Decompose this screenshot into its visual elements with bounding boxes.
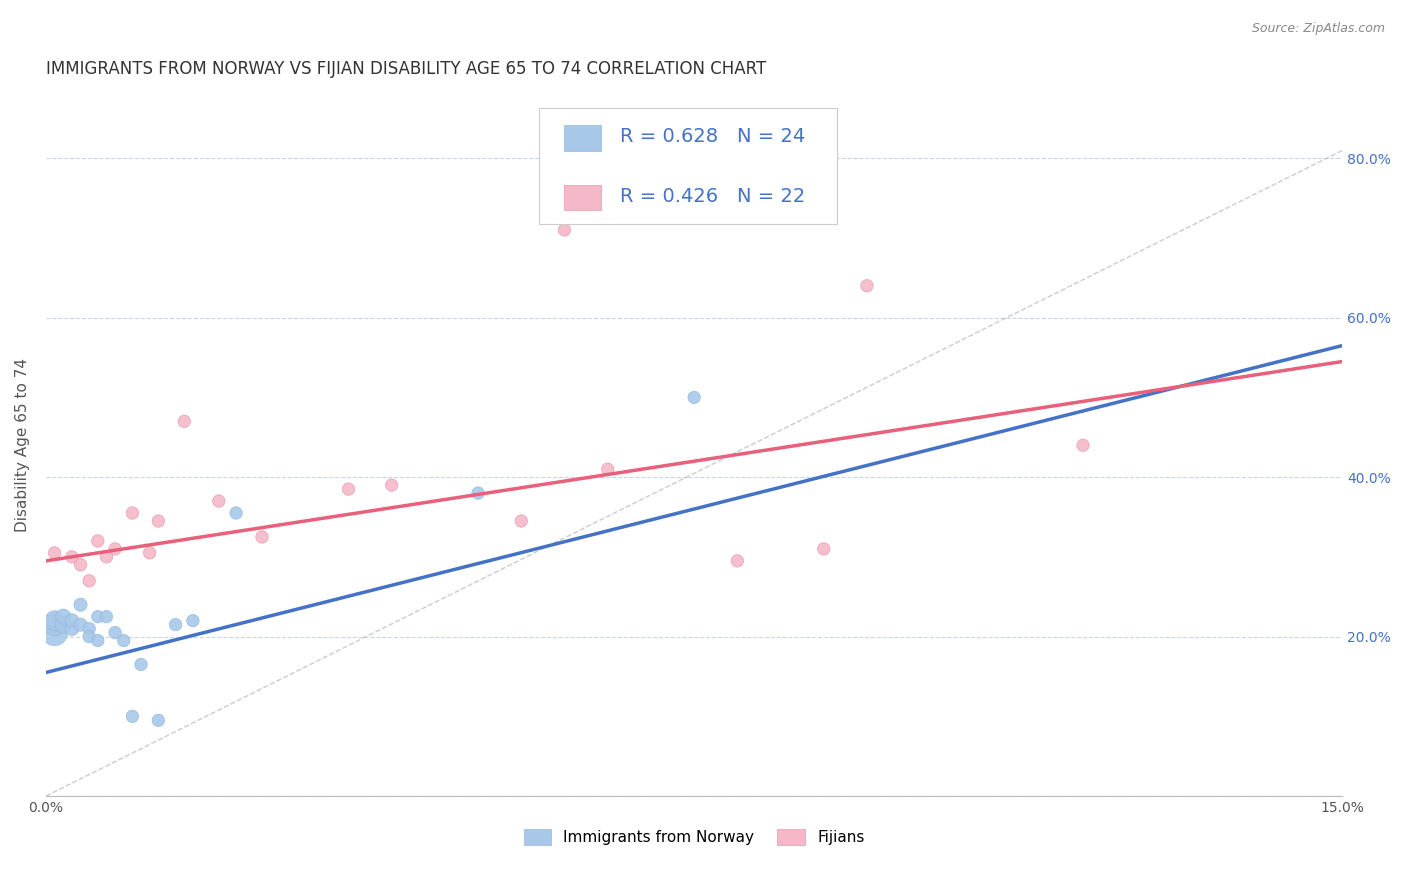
Text: N = 24: N = 24 — [737, 127, 806, 146]
Point — [44, 617, 66, 632]
FancyBboxPatch shape — [564, 125, 600, 151]
Point — [96, 549, 118, 564]
Point — [44, 625, 66, 640]
Text: R = 0.426: R = 0.426 — [620, 186, 718, 206]
Point — [69, 598, 91, 612]
Point — [69, 558, 91, 572]
FancyBboxPatch shape — [538, 109, 837, 224]
FancyBboxPatch shape — [564, 185, 600, 211]
Point — [60, 549, 83, 564]
Text: Source: ZipAtlas.com: Source: ZipAtlas.com — [1251, 22, 1385, 36]
Point — [173, 414, 195, 428]
Point — [725, 554, 748, 568]
Point — [121, 709, 143, 723]
Point — [60, 614, 83, 628]
Point — [510, 514, 533, 528]
Point — [112, 633, 135, 648]
Point — [104, 541, 127, 556]
Text: IMMIGRANTS FROM NORWAY VS FIJIAN DISABILITY AGE 65 TO 74 CORRELATION CHART: IMMIGRANTS FROM NORWAY VS FIJIAN DISABIL… — [46, 60, 766, 78]
Point — [121, 506, 143, 520]
Point — [856, 278, 879, 293]
Point — [208, 494, 231, 508]
Point — [44, 614, 66, 628]
Point — [467, 486, 489, 500]
Point — [381, 478, 404, 492]
Text: R = 0.628: R = 0.628 — [620, 127, 718, 146]
Point — [1071, 438, 1094, 452]
Point — [52, 609, 75, 624]
Point — [77, 630, 100, 644]
Point — [87, 609, 110, 624]
Point — [553, 223, 575, 237]
Point — [69, 617, 91, 632]
Point — [337, 482, 360, 496]
Point — [250, 530, 273, 544]
Point — [683, 391, 706, 405]
Point — [52, 617, 75, 632]
Point — [225, 506, 247, 520]
Point — [77, 622, 100, 636]
Point — [60, 622, 83, 636]
Point — [87, 633, 110, 648]
Point — [77, 574, 100, 588]
Text: N = 22: N = 22 — [737, 186, 806, 206]
Point — [813, 541, 835, 556]
Point — [148, 514, 170, 528]
Point — [148, 714, 170, 728]
Point — [44, 546, 66, 560]
Point — [87, 533, 110, 548]
Point — [129, 657, 152, 672]
Point — [181, 614, 204, 628]
Point — [596, 462, 619, 476]
Point — [138, 546, 160, 560]
Point — [104, 625, 127, 640]
Point — [96, 609, 118, 624]
Y-axis label: Disability Age 65 to 74: Disability Age 65 to 74 — [15, 359, 30, 533]
Point — [165, 617, 187, 632]
Legend: Immigrants from Norway, Fijians: Immigrants from Norway, Fijians — [517, 823, 870, 852]
